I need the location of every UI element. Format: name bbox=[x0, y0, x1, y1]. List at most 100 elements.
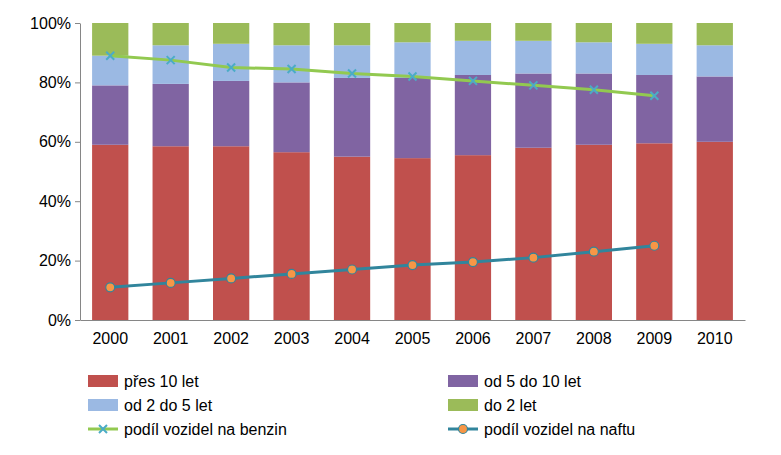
tick-label: 2002 bbox=[213, 330, 249, 347]
legend-item: od 5 do 10 let bbox=[448, 373, 582, 390]
legend-label: od 5 do 10 let bbox=[484, 373, 582, 390]
tick-label: 2001 bbox=[153, 330, 189, 347]
bar bbox=[92, 85, 128, 144]
tick-label: 100% bbox=[30, 15, 71, 32]
tick-label: 2005 bbox=[395, 330, 431, 347]
tick: 2005 bbox=[395, 330, 431, 347]
legend-label: přes 10 let bbox=[124, 373, 199, 390]
bar bbox=[515, 23, 551, 41]
bar bbox=[394, 42, 430, 78]
tick: 80% bbox=[39, 74, 80, 91]
legend-label: od 2 do 5 let bbox=[124, 397, 213, 414]
bar bbox=[697, 45, 733, 76]
legend-swatch bbox=[88, 375, 118, 387]
legend-item: podíl vozidel na benzin bbox=[88, 421, 287, 438]
marker bbox=[227, 274, 236, 283]
bar bbox=[697, 76, 733, 141]
marker bbox=[408, 261, 417, 270]
marker bbox=[529, 81, 537, 89]
tick: 2006 bbox=[455, 330, 491, 347]
bar bbox=[697, 142, 733, 320]
tick-mark bbox=[75, 201, 80, 202]
bar bbox=[92, 23, 128, 56]
bar bbox=[636, 44, 672, 75]
tick: 40% bbox=[39, 193, 80, 210]
bar bbox=[153, 146, 189, 320]
tick-mark bbox=[75, 23, 80, 24]
plot: 0%20%40%60%80%100%2000200120022003200420… bbox=[30, 15, 745, 348]
marker bbox=[106, 283, 115, 292]
bar bbox=[455, 23, 491, 41]
bar bbox=[636, 75, 672, 143]
legend-item: do 2 let bbox=[448, 397, 537, 414]
marker bbox=[106, 52, 114, 60]
marker bbox=[348, 69, 356, 77]
bar bbox=[576, 23, 612, 42]
bar bbox=[394, 158, 430, 320]
bar bbox=[636, 23, 672, 44]
marker bbox=[529, 253, 538, 262]
tick: 2001 bbox=[153, 330, 189, 347]
tick: 2010 bbox=[697, 330, 733, 347]
marker bbox=[348, 265, 357, 274]
tick-label: 2009 bbox=[637, 330, 673, 347]
tick-mark bbox=[75, 82, 80, 83]
marker bbox=[167, 56, 175, 64]
bar bbox=[455, 155, 491, 320]
line bbox=[110, 246, 654, 288]
tick-mark bbox=[75, 261, 80, 262]
bar bbox=[394, 78, 430, 158]
x-axis: 2000 2001 2002 2003 2004 2005 2006 2007 2008 2009… bbox=[81, 321, 746, 348]
tick: 20% bbox=[39, 252, 80, 269]
bar bbox=[213, 146, 249, 320]
tick: 60% bbox=[39, 133, 80, 150]
tick-label: 2003 bbox=[274, 330, 310, 347]
bar bbox=[92, 56, 128, 86]
bar bbox=[273, 82, 309, 152]
marker bbox=[650, 241, 659, 250]
marker bbox=[469, 77, 477, 85]
marker bbox=[650, 92, 658, 100]
legend: přes 10 let od 5 do 10 let od 2 do 5 let do… bbox=[88, 373, 635, 438]
bar bbox=[153, 23, 189, 45]
marker bbox=[409, 72, 417, 80]
bar bbox=[273, 152, 309, 320]
tick-label: 2006 bbox=[455, 330, 491, 347]
tick-label: 40% bbox=[39, 193, 71, 210]
marker bbox=[589, 247, 598, 256]
legend-item: podíl vozidel na naftu bbox=[448, 421, 635, 438]
legend-swatch bbox=[448, 399, 478, 411]
bar bbox=[455, 41, 491, 75]
bar bbox=[213, 81, 249, 146]
tick: 2004 bbox=[334, 330, 370, 347]
marker bbox=[590, 86, 598, 94]
legend-marker bbox=[99, 425, 107, 433]
legend-item: přes 10 let bbox=[88, 373, 199, 390]
tick-label: 2008 bbox=[576, 330, 612, 347]
legend-swatch bbox=[88, 399, 118, 411]
tick: 2000 bbox=[92, 330, 128, 347]
tick: 0% bbox=[48, 312, 80, 329]
legend-swatch bbox=[448, 375, 478, 387]
marker bbox=[468, 258, 477, 267]
tick: 2007 bbox=[516, 330, 552, 347]
tick-label: 60% bbox=[39, 133, 71, 150]
marks bbox=[92, 23, 733, 320]
tick: 2009 bbox=[637, 330, 673, 347]
bar-series bbox=[92, 142, 733, 320]
marker bbox=[166, 278, 175, 287]
legend-label: podíl vozidel na naftu bbox=[484, 421, 635, 438]
tick: 2003 bbox=[274, 330, 310, 347]
bar bbox=[213, 44, 249, 81]
bar bbox=[394, 23, 430, 42]
axis-line bbox=[80, 24, 81, 321]
legend-item: od 2 do 5 let bbox=[88, 397, 213, 414]
tick: 100% bbox=[30, 15, 80, 32]
line bbox=[110, 56, 654, 96]
bar-series bbox=[92, 73, 733, 158]
marker bbox=[227, 64, 235, 72]
bar bbox=[576, 73, 612, 144]
bar bbox=[455, 75, 491, 155]
tick-label: 2010 bbox=[697, 330, 733, 347]
legend-marker bbox=[459, 425, 468, 434]
